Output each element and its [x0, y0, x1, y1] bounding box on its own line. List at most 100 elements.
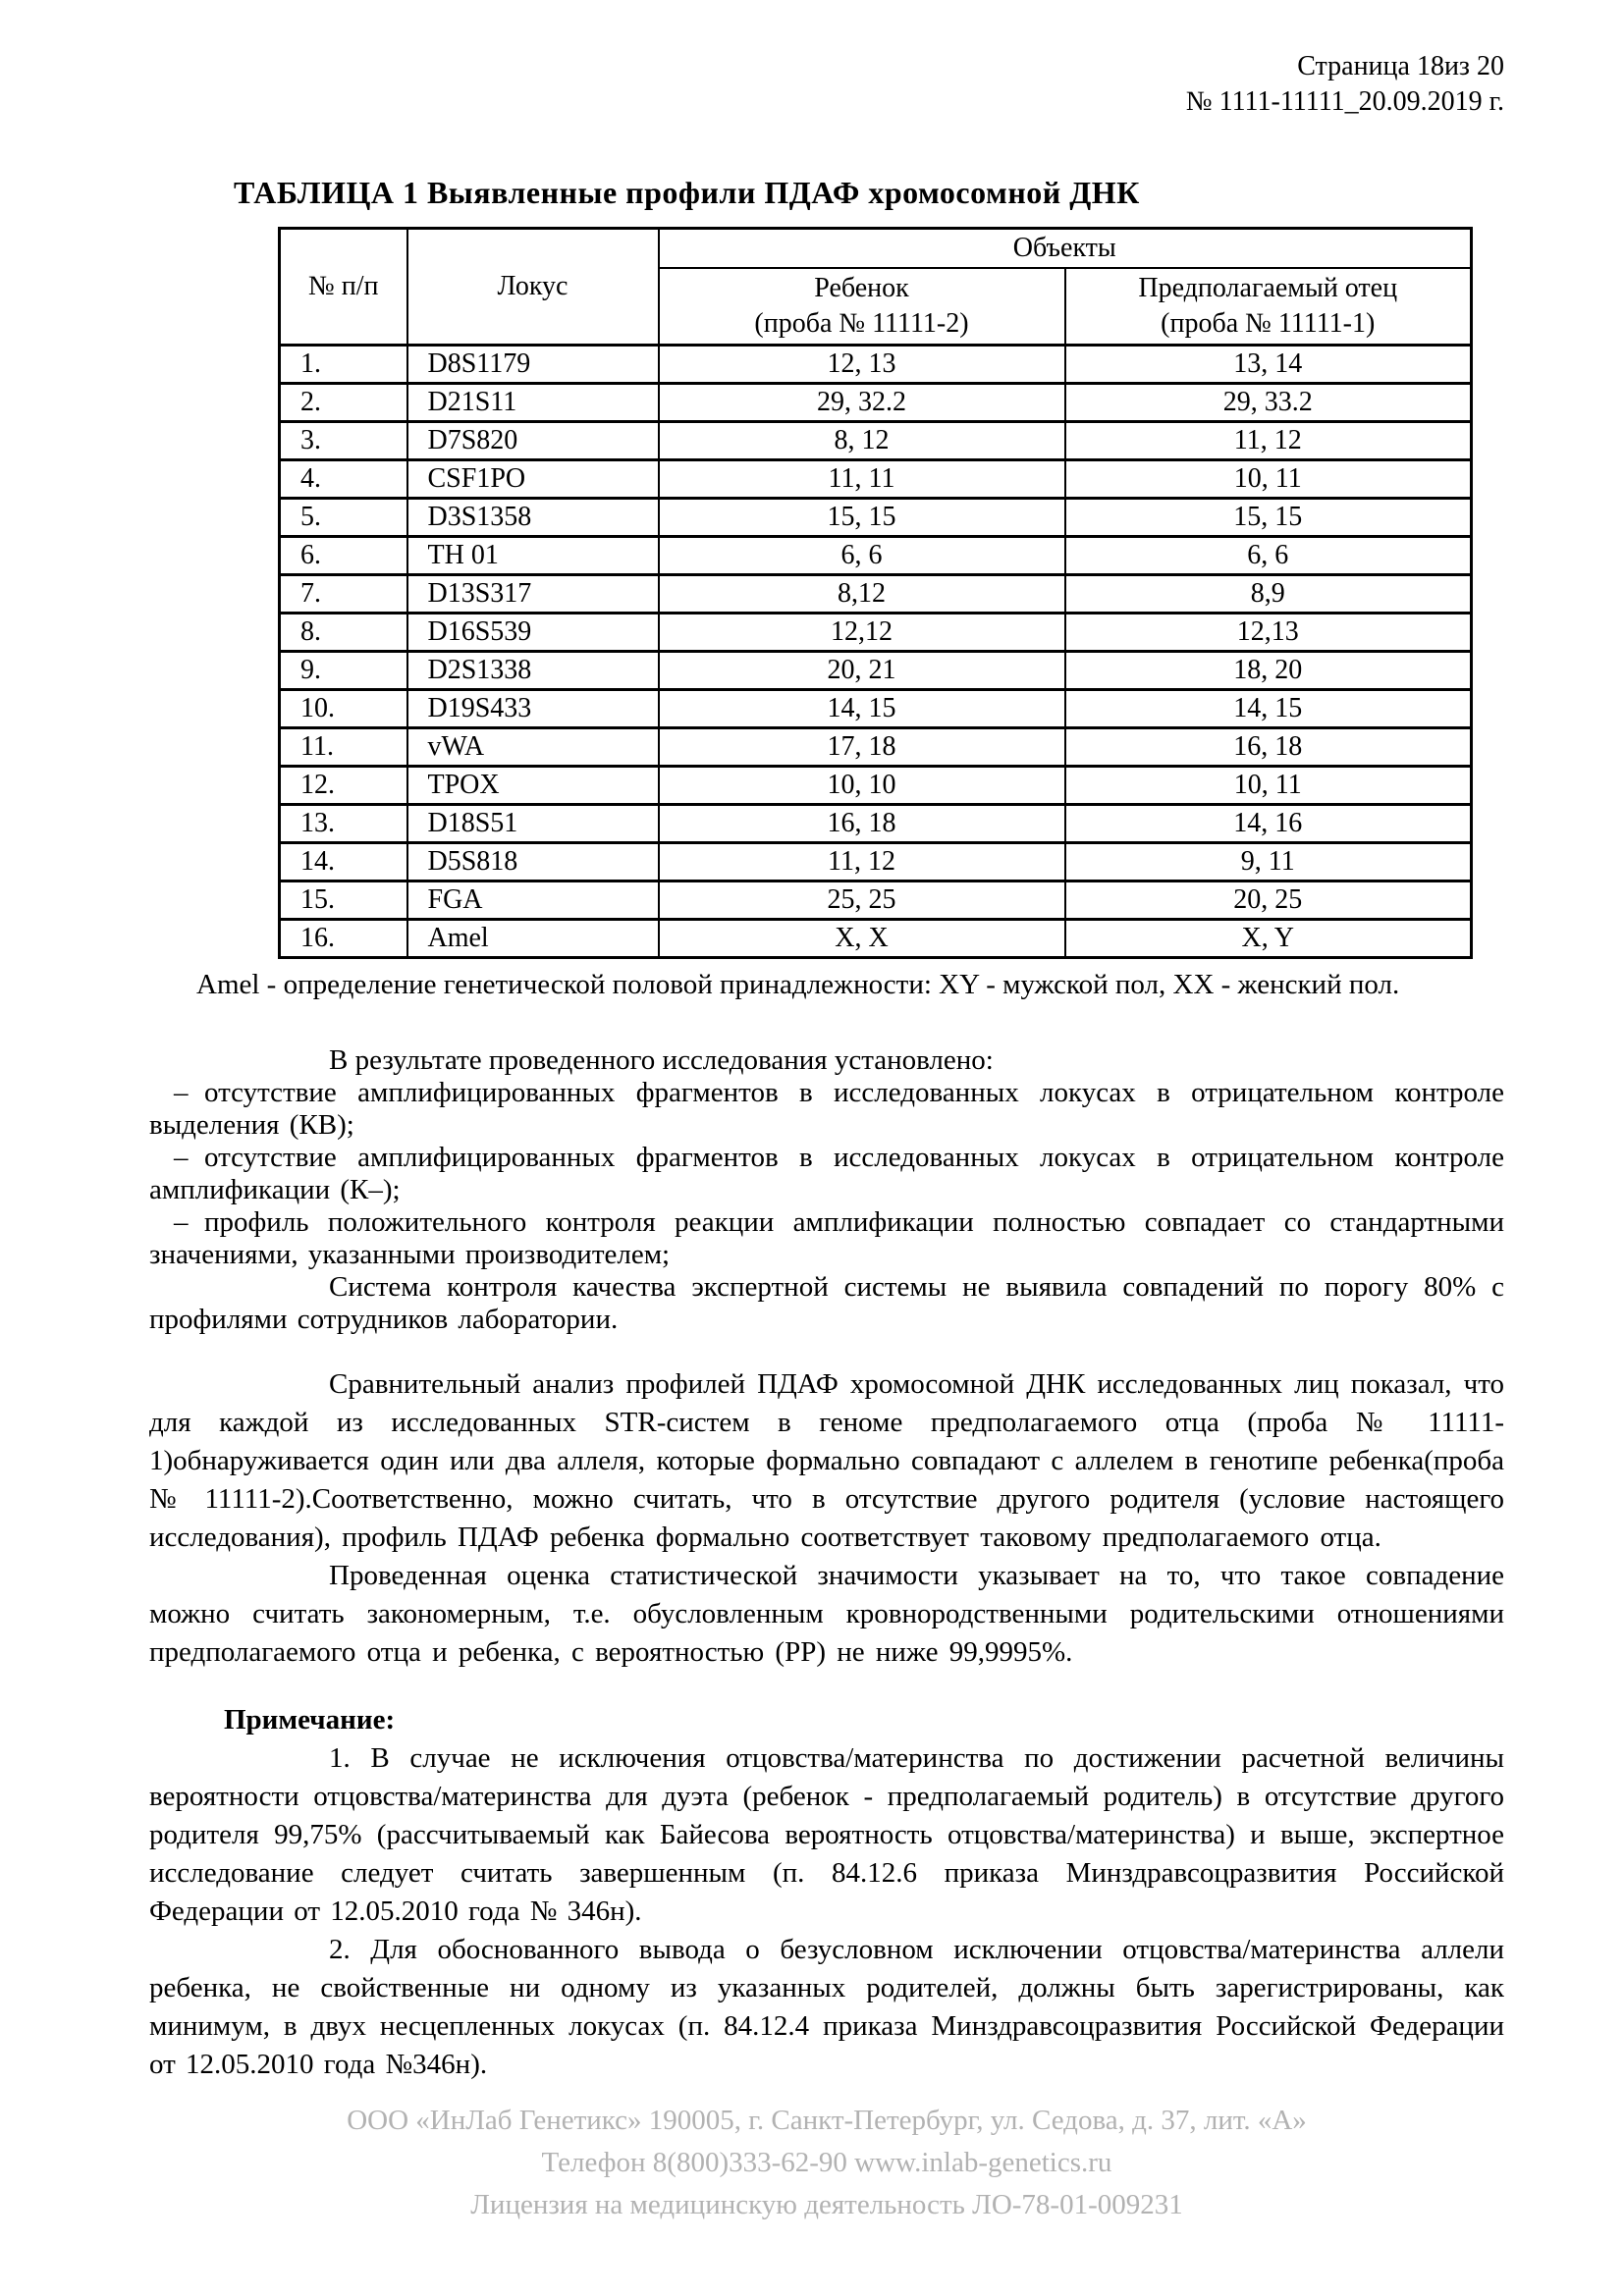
- statistical-significance-paragraph: Проведенная оценка статистической значим…: [149, 1560, 1504, 1668]
- locus-name: D5S818: [406, 841, 660, 882]
- child-alleles: 16, 18: [657, 803, 1066, 844]
- column-group-objects: Объекты: [657, 227, 1473, 269]
- father-alleles: X, Y: [1063, 918, 1473, 959]
- column-header-locus: Локус: [406, 227, 660, 347]
- table-title: ТАБЛИЦА 1 Выявленные профили ПДАФ хромос…: [234, 175, 1140, 210]
- results-item: – отсутствие амплифицированных фрагментов…: [149, 1142, 1504, 1206]
- father-alleles: 10, 11: [1063, 765, 1473, 806]
- child-alleles: 11, 12: [657, 841, 1066, 882]
- table-row: 6. TH 01 6, 6 6, 6: [278, 535, 1473, 576]
- table-row: 13. D18S51 16, 18 14, 16: [278, 803, 1473, 844]
- row-number: 2.: [278, 382, 408, 423]
- row-number: 5.: [278, 497, 408, 538]
- table-row: 3. D7S820 8, 12 11, 12: [278, 420, 1473, 461]
- father-alleles: 12,13: [1063, 612, 1473, 653]
- locus-name: D18S51: [406, 803, 660, 844]
- row-number: 11.: [278, 726, 408, 768]
- father-alleles: 6, 6: [1063, 535, 1473, 576]
- locus-name: Amel: [406, 918, 660, 959]
- child-alleles: 11, 11: [657, 458, 1066, 500]
- dash-bullet: –: [174, 1142, 189, 1173]
- quality-control-paragraph: Система контроля качества экспертной сис…: [149, 1271, 1504, 1335]
- child-alleles: 8,12: [657, 573, 1066, 614]
- father-alleles: 15, 15: [1063, 497, 1473, 538]
- locus-name: D3S1358: [406, 497, 660, 538]
- child-alleles: 17, 18: [657, 726, 1066, 768]
- table-row: 14. D5S818 11, 12 9, 11: [278, 841, 1473, 882]
- dash-bullet: –: [174, 1077, 189, 1108]
- father-alleles: 8,9: [1063, 573, 1473, 614]
- document-footer: ООО «ИнЛаб Генетикс» 190005, г. Санкт-Пе…: [149, 2100, 1504, 2226]
- father-alleles: 9, 11: [1063, 841, 1473, 882]
- amel-footnote: Amel - определение генетической половой …: [196, 969, 1400, 1000]
- locus-name: D21S11: [406, 382, 660, 423]
- child-alleles: 8, 12: [657, 420, 1066, 461]
- locus-name: CSF1PO: [406, 458, 660, 500]
- dna-table-body: 1. D8S1179 12, 13 13, 14 2. D21S11 29, 32.2 29,…: [278, 344, 1473, 959]
- note-2: 2. Для обоснованного вывода о безусловно…: [149, 1934, 1504, 2080]
- child-alleles: 25, 25: [657, 880, 1066, 921]
- child-alleles: 15, 15: [657, 497, 1066, 538]
- column-header-child: Ребенок (проба № 11111-2): [657, 267, 1066, 347]
- row-number: 6.: [278, 535, 408, 576]
- child-header-line2: (проба № 11111-2): [754, 308, 969, 339]
- notes-section: Примечание: 1. В случае не исключения от…: [149, 1701, 1504, 2084]
- father-alleles: 14, 15: [1063, 688, 1473, 729]
- child-alleles: 10, 10: [657, 765, 1066, 806]
- child-alleles: 12,12: [657, 612, 1066, 653]
- results-section: В результате проведенного исследования у…: [149, 1044, 1504, 1336]
- child-alleles: 6, 6: [657, 535, 1066, 576]
- father-alleles: 14, 16: [1063, 803, 1473, 844]
- column-header-father: Предполагаемый отец (проба № 11111-1): [1063, 267, 1473, 347]
- father-alleles: 16, 18: [1063, 726, 1473, 768]
- analysis-section: Сравнительный анализ профилей ПДАФ хромо…: [149, 1365, 1504, 1672]
- locus-name: D7S820: [406, 420, 660, 461]
- row-number: 9.: [278, 650, 408, 691]
- table-row: 2. D21S11 29, 32.2 29, 33.2: [278, 382, 1473, 423]
- row-number: 3.: [278, 420, 408, 461]
- table-row: 9. D2S1338 20, 21 18, 20: [278, 650, 1473, 691]
- row-number: 10.: [278, 688, 408, 729]
- locus-name: TPOX: [406, 765, 660, 806]
- row-number: 8.: [278, 612, 408, 653]
- table-row: 8. D16S539 12,12 12,13: [278, 612, 1473, 653]
- table-row: 12. TPOX 10, 10 10, 11: [278, 765, 1473, 806]
- footer-license: Лицензия на медицинскую деятельность ЛО-…: [470, 2189, 1183, 2220]
- locus-name: D13S317: [406, 573, 660, 614]
- document-header: Страница 18из 20 № 1111-11111_20.09.2019…: [149, 49, 1504, 120]
- table-row: 11. vWA 17, 18 16, 18: [278, 726, 1473, 768]
- document-number-label: № 1111-11111_20.09.2019 г.: [1185, 86, 1504, 117]
- row-number: 15.: [278, 880, 408, 921]
- locus-name: D2S1338: [406, 650, 660, 691]
- table-row: 7. D13S317 8,12 8,9: [278, 573, 1473, 614]
- page-number-label: Страница 18из 20: [1297, 51, 1504, 81]
- footer-phone-site: Телефон 8(800)333-62-90 www.inlab-geneti…: [541, 2147, 1112, 2178]
- dna-profiles-table: № п/п Локус Объекты Ребенок (проба № 111…: [278, 227, 1473, 959]
- table-row: 5. D3S1358 15, 15 15, 15: [278, 497, 1473, 538]
- row-number: 7.: [278, 573, 408, 614]
- locus-name: D8S1179: [406, 344, 660, 385]
- results-item: – отсутствие амплифицированных фрагментов…: [149, 1077, 1504, 1142]
- father-alleles: 11, 12: [1063, 420, 1473, 461]
- table-header: № п/п Локус Объекты Ребенок (проба № 111…: [278, 227, 1473, 347]
- father-alleles: 20, 25: [1063, 880, 1473, 921]
- locus-name: FGA: [406, 880, 660, 921]
- child-header-line1: Ребенок: [814, 273, 909, 303]
- table-row: 15. FGA 25, 25 20, 25: [278, 880, 1473, 921]
- father-alleles: 13, 14: [1063, 344, 1473, 385]
- locus-name: D16S539: [406, 612, 660, 653]
- row-number: 12.: [278, 765, 408, 806]
- table-row: 1. D8S1179 12, 13 13, 14: [278, 344, 1473, 385]
- father-alleles: 18, 20: [1063, 650, 1473, 691]
- row-number: 16.: [278, 918, 408, 959]
- father-header-line1: Предполагаемый отец: [1138, 273, 1398, 303]
- locus-name: vWA: [406, 726, 660, 768]
- footer-company-address: ООО «ИнЛаб Генетикс» 190005, г. Санкт-Пе…: [347, 2105, 1307, 2136]
- results-item-text: отсутствие амплифицированных фрагментов …: [149, 1142, 1504, 1205]
- comparative-analysis-paragraph: Сравнительный анализ профилей ПДАФ хромо…: [149, 1368, 1504, 1553]
- row-number: 1.: [278, 344, 408, 385]
- row-number: 4.: [278, 458, 408, 500]
- father-header-line2: (проба № 11111-1): [1161, 308, 1376, 339]
- locus-name: D19S433: [406, 688, 660, 729]
